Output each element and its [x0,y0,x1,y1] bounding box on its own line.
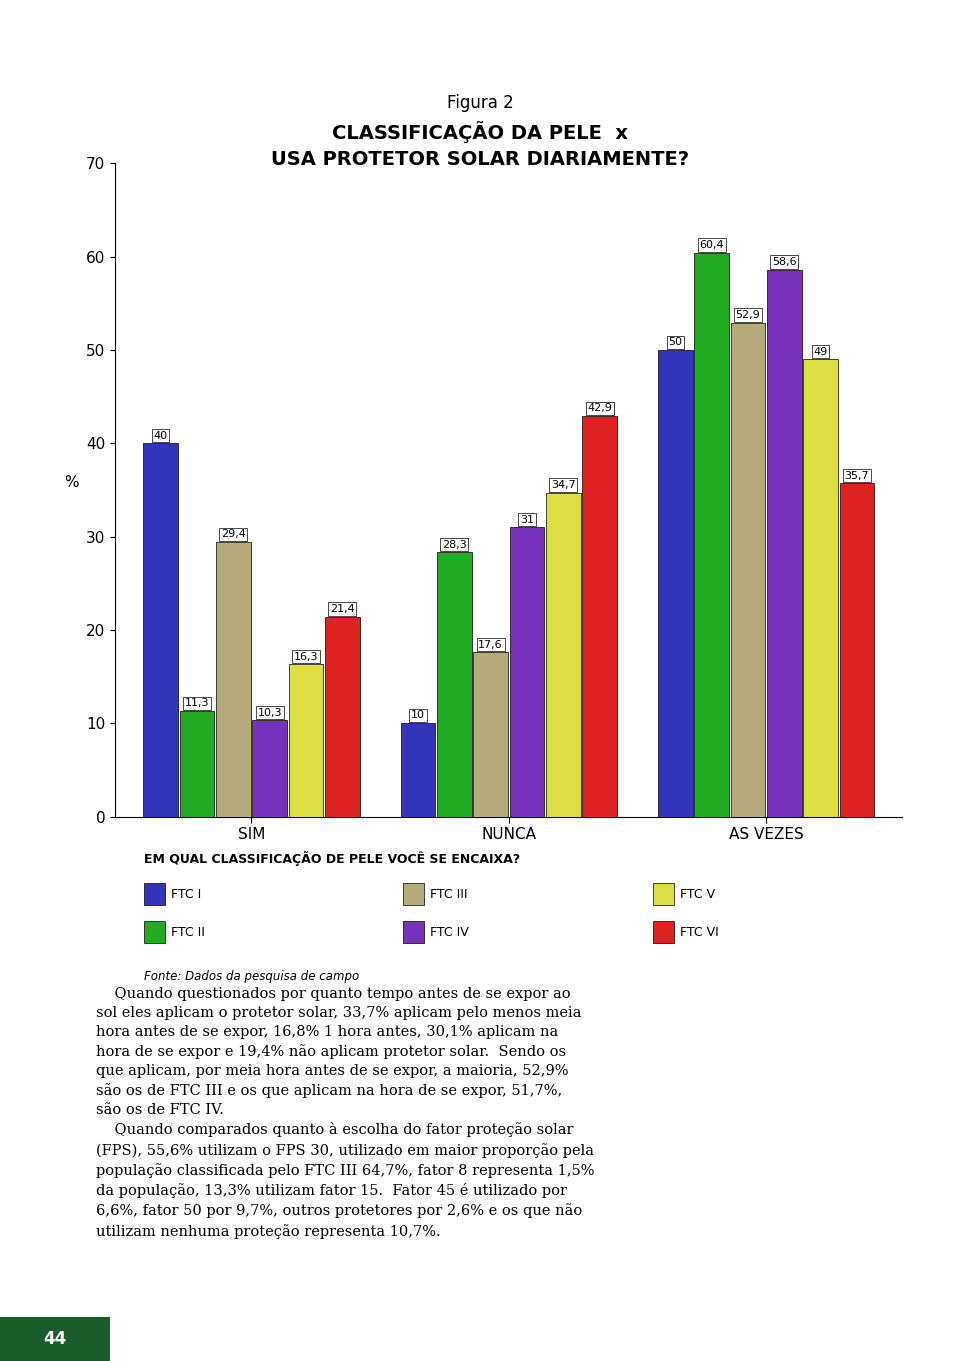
Text: FTC IV: FTC IV [430,925,468,939]
Bar [694,253,729,817]
Text: 42,9: 42,9 [588,403,612,414]
Bar [289,664,324,817]
Text: FTC VI: FTC VI [680,925,718,939]
Text: 52,9: 52,9 [735,310,760,320]
Text: Figura 2: Figura 2 [446,94,514,113]
Bar [400,723,435,817]
Bar [583,416,617,817]
Text: 10: 10 [411,710,425,720]
Text: 29,4: 29,4 [221,529,246,539]
Text: USA PROTETOR SOLAR DIARIAMENTE?: USA PROTETOR SOLAR DIARIAMENTE? [271,150,689,169]
Text: 17,6: 17,6 [478,640,503,649]
Text: FTC I: FTC I [171,887,202,901]
Bar [180,712,214,817]
Text: Quando questionados por quanto tempo antes de se expor ao
sol eles aplicam o pro: Quando questionados por quanto tempo ant… [96,987,594,1239]
Bar [252,720,287,817]
Text: CLASSIFICAÇÃO DA PELE  x: CLASSIFICAÇÃO DA PELE x [332,121,628,143]
Bar [731,323,765,817]
Text: 58,6: 58,6 [772,257,797,267]
Text: 21,4: 21,4 [330,604,354,614]
Text: 44: 44 [43,1330,67,1349]
Text: 60,4: 60,4 [699,240,724,250]
Text: Fonte: Dados da pesquisa de campo: Fonte: Dados da pesquisa de campo [144,970,359,984]
Text: 31: 31 [520,514,534,524]
Text: 49: 49 [813,347,828,357]
Text: FTC V: FTC V [680,887,715,901]
Text: FTC II: FTC II [171,925,204,939]
Text: 11,3: 11,3 [184,698,209,708]
Bar [437,553,471,817]
Text: 35,7: 35,7 [845,471,870,480]
Text: 50: 50 [668,338,683,347]
Bar [804,359,838,817]
Text: 34,7: 34,7 [551,480,576,490]
Bar [216,542,251,817]
Bar [510,527,544,817]
Text: 40: 40 [154,430,168,441]
Text: FTC III: FTC III [430,887,468,901]
Text: 28,3: 28,3 [442,540,467,550]
Bar [143,444,178,817]
Bar [840,483,875,817]
Text: 10,3: 10,3 [257,708,282,717]
Bar [473,652,508,817]
Bar [325,617,360,817]
Bar [658,350,692,817]
Bar [767,269,802,817]
Bar [546,493,581,817]
Text: 16,3: 16,3 [294,652,318,661]
Y-axis label: %: % [64,475,80,490]
Text: EM QUAL CLASSIFICAÇÃO DE PELE VOCÊ SE ENCAIXA?: EM QUAL CLASSIFICAÇÃO DE PELE VOCÊ SE EN… [144,851,520,866]
